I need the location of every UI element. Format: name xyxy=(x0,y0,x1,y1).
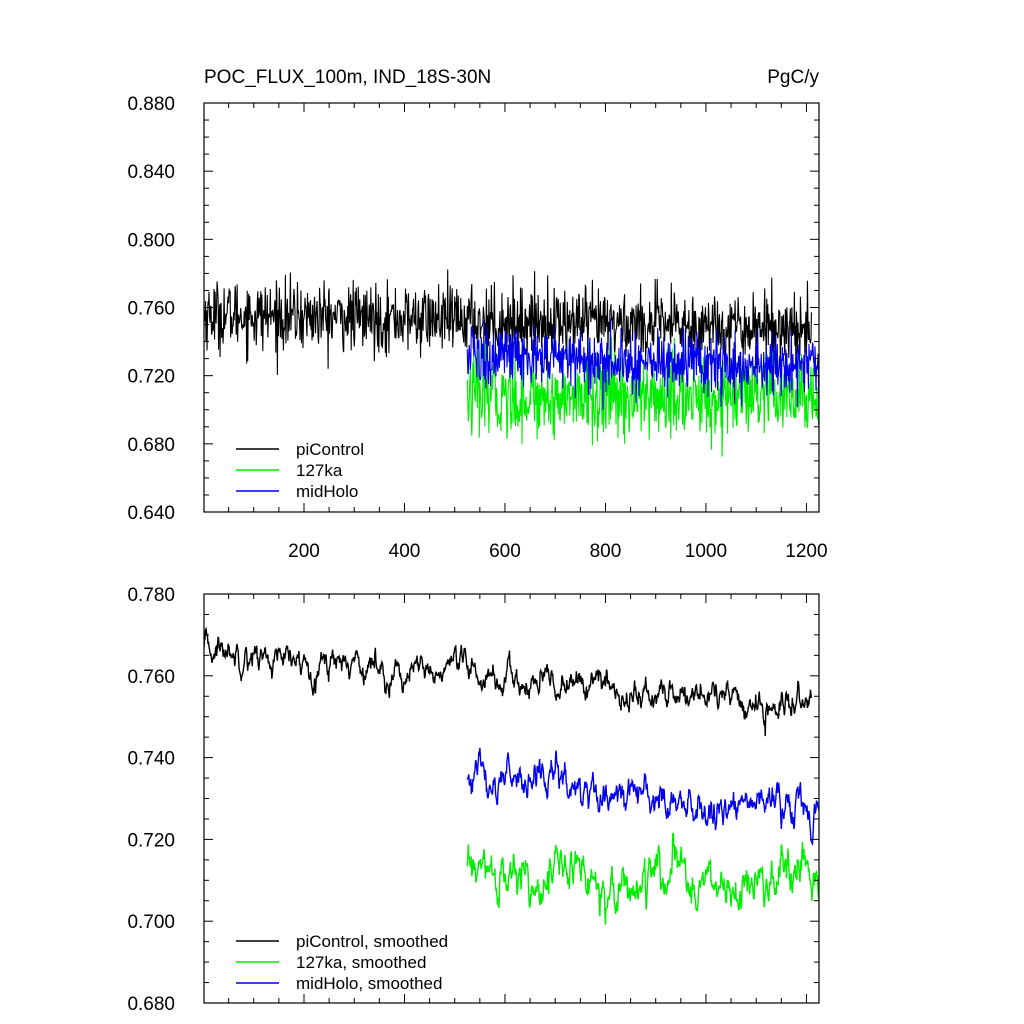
y-tick-label: 0.880 xyxy=(127,94,175,115)
legend-label: 127ka xyxy=(296,461,343,480)
legend-label: piControl xyxy=(296,440,364,459)
legend-label: midHolo, smoothed xyxy=(296,974,442,993)
y-tick-label: 0.640 xyxy=(127,503,175,524)
y-tick-label: 0.680 xyxy=(127,994,175,1015)
series-line-2 xyxy=(466,337,819,457)
legend-label: 127ka, smoothed xyxy=(296,953,426,972)
x-tick-label: 200 xyxy=(288,541,320,562)
y-tick-label: 0.700 xyxy=(127,912,175,933)
legend-label: piControl, smoothed xyxy=(296,932,448,951)
y-tick-label: 0.720 xyxy=(127,830,175,851)
series-line-2 xyxy=(466,832,819,925)
legend-label: midHolo xyxy=(296,482,358,501)
series-line-1 xyxy=(204,626,813,737)
y-tick-label: 0.760 xyxy=(127,667,175,688)
chart-title: POC_FLUX_100m, IND_18S-30N xyxy=(204,67,491,88)
y-tick-label: 0.760 xyxy=(127,299,175,320)
x-tick-label: 400 xyxy=(389,541,421,562)
x-tick-label: 600 xyxy=(489,541,521,562)
y-tick-label: 0.740 xyxy=(127,749,175,770)
units-label: PgC/y xyxy=(767,67,819,88)
series-line-3 xyxy=(466,747,819,846)
x-tick-label: 1000 xyxy=(685,541,727,562)
y-tick-label: 0.780 xyxy=(127,585,175,606)
top-panel: 0.640 0.680 0.720 0.760 0.800 0.840 0.880 200 40… xyxy=(127,67,827,562)
x-tick-label: 1200 xyxy=(785,541,827,562)
y-tick-label: 0.840 xyxy=(127,162,175,183)
series-line-1 xyxy=(204,269,813,376)
y-tick-label: 0.800 xyxy=(127,230,175,251)
series-lines xyxy=(204,626,819,925)
series-line-3 xyxy=(466,318,819,433)
series-lines xyxy=(204,269,819,457)
bottom-panel: 0.680 0.700 0.720 0.740 0.760 0.780 piControl,… xyxy=(127,585,820,1015)
legend: piControl, smoothed 127ka, smoothed midHol… xyxy=(236,932,448,993)
y-tick-label: 0.720 xyxy=(127,367,175,388)
legend: piControl 127ka midHolo xyxy=(236,440,364,501)
y-tick-label: 0.680 xyxy=(127,435,175,456)
x-tick-label: 800 xyxy=(590,541,622,562)
